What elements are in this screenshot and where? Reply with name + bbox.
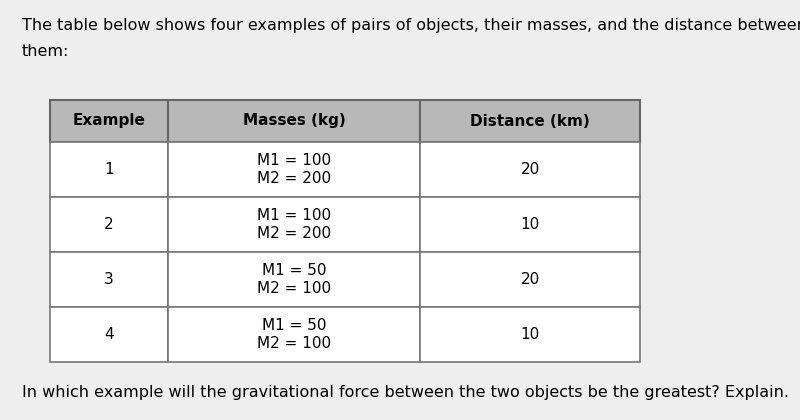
Bar	[168, 100, 420, 142]
Bar	[168, 307, 420, 362]
Text: 3: 3	[104, 272, 114, 287]
Bar	[168, 197, 420, 252]
Bar	[50, 100, 168, 142]
Bar	[420, 100, 640, 142]
Text: The table below shows four examples of pairs of objects, their masses, and the d: The table below shows four examples of p…	[22, 18, 800, 59]
Text: Masses (kg): Masses (kg)	[242, 113, 346, 129]
Bar	[50, 142, 168, 197]
Text: M1 = 100: M1 = 100	[257, 153, 331, 168]
Text: M2 = 100: M2 = 100	[257, 281, 331, 296]
Text: M1 = 100: M1 = 100	[257, 208, 331, 223]
Bar	[50, 197, 168, 252]
Text: 1: 1	[104, 162, 114, 177]
Bar	[420, 252, 640, 307]
Text: Distance (km): Distance (km)	[470, 113, 590, 129]
Bar	[420, 307, 640, 362]
Text: 20: 20	[520, 162, 540, 177]
Text: 2: 2	[104, 217, 114, 232]
Text: 10: 10	[520, 327, 540, 342]
Text: Example: Example	[73, 113, 146, 129]
Text: M1 = 50: M1 = 50	[262, 263, 326, 278]
Bar	[50, 252, 168, 307]
Text: 4: 4	[104, 327, 114, 342]
Text: M2 = 100: M2 = 100	[257, 336, 331, 351]
Bar	[168, 142, 420, 197]
Bar	[420, 142, 640, 197]
Text: M2 = 200: M2 = 200	[257, 171, 331, 186]
Text: M1 = 50: M1 = 50	[262, 318, 326, 333]
Text: 20: 20	[520, 272, 540, 287]
Text: M2 = 200: M2 = 200	[257, 226, 331, 241]
Text: 10: 10	[520, 217, 540, 232]
Bar	[420, 197, 640, 252]
Bar	[168, 252, 420, 307]
Text: In which example will the gravitational force between the two objects be the gre: In which example will the gravitational …	[22, 385, 789, 400]
Bar	[50, 307, 168, 362]
